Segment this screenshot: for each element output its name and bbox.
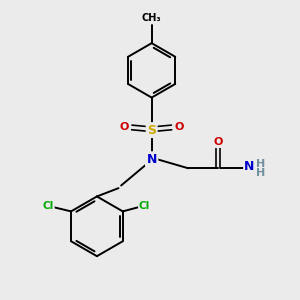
Text: O: O (174, 122, 184, 132)
Text: S: S (147, 124, 156, 136)
Text: H: H (256, 159, 265, 169)
Text: H: H (256, 168, 265, 178)
Text: CH₃: CH₃ (142, 13, 161, 22)
Text: O: O (213, 137, 223, 147)
Text: N: N (146, 153, 157, 166)
Text: O: O (120, 122, 129, 132)
Text: N: N (244, 160, 255, 173)
Text: Cl: Cl (139, 201, 150, 211)
Text: Cl: Cl (43, 201, 54, 211)
